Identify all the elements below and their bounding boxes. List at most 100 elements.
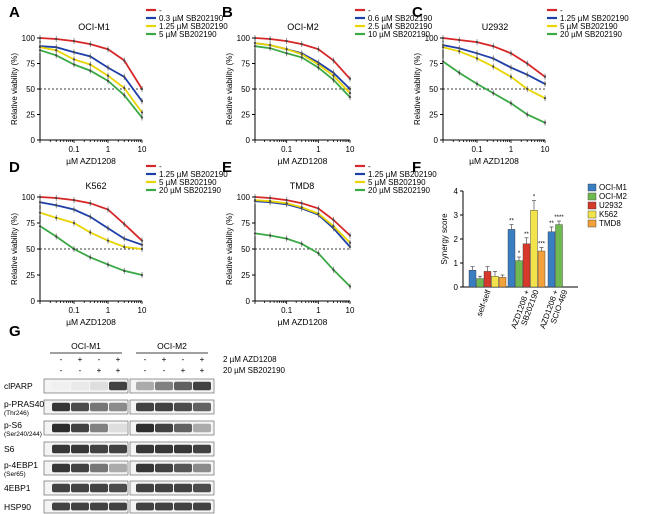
significance-stars: **	[549, 221, 554, 227]
chart-title: OCI-M1	[78, 22, 110, 32]
y-axis-label: Relative viability (%)	[225, 53, 234, 125]
data-point	[38, 49, 42, 52]
blot-band	[155, 444, 173, 454]
data-point	[253, 199, 257, 202]
data-point	[253, 45, 257, 48]
legend-label: 20 µM SB202190	[159, 186, 222, 195]
data-point	[140, 111, 144, 114]
blot-band	[90, 402, 108, 412]
legend-label: 5 µM SB202190	[560, 22, 618, 31]
blot-frame	[43, 378, 129, 394]
data-point	[38, 211, 42, 214]
data-point	[38, 46, 42, 49]
significance-stars: ****	[554, 215, 564, 221]
data-point	[106, 66, 110, 69]
x-tick-label: 1	[106, 145, 111, 154]
y-tick-label: 100	[22, 193, 36, 202]
x-tick-label: 0.1	[68, 306, 80, 315]
legend-label: 20 µM SB202190	[560, 30, 623, 39]
blot-band	[52, 382, 70, 390]
data-point	[458, 71, 461, 74]
treatment-label: 2 µM AZD1208	[223, 355, 277, 364]
data-point	[89, 63, 92, 66]
data-point	[140, 243, 144, 246]
panel-label: B	[222, 4, 233, 21]
data-point	[543, 82, 547, 85]
legend-swatch	[587, 201, 597, 210]
blot-band	[155, 502, 173, 511]
data-point	[55, 54, 58, 57]
data-point	[89, 43, 92, 46]
chart-title: TMD8	[290, 181, 315, 191]
data-point	[89, 215, 92, 218]
data-point	[106, 208, 110, 211]
series-line-0	[442, 37, 546, 78]
blot-band	[52, 463, 70, 473]
legend-label: 5 µM SB202190	[368, 178, 426, 187]
y-tick-label: 75	[26, 219, 35, 228]
group-label: self-self	[475, 288, 493, 318]
cell-line-label: OCI-M1	[71, 341, 101, 351]
data-point	[317, 207, 320, 210]
blot-band	[71, 423, 89, 433]
blot-band	[193, 483, 211, 493]
data-point	[72, 247, 76, 251]
data-point	[72, 39, 76, 43]
data-point	[332, 218, 335, 221]
legend-label: TMD8	[599, 219, 621, 228]
y-tick-label: 50	[26, 245, 35, 254]
panel-a: A OCI-M1 0 25 50 75 100 0.1 1 10 µM AZD1208 Relativ…	[9, 4, 228, 166]
panel-label: F	[412, 159, 421, 176]
data-point	[140, 87, 144, 91]
data-point	[332, 78, 335, 81]
panel-label: D	[9, 159, 20, 176]
x-tick-label: 10	[346, 306, 355, 315]
legend-label: U2932	[599, 201, 623, 210]
treatment-sign: -	[60, 366, 63, 375]
bar	[468, 270, 477, 288]
legend-label: K562	[599, 210, 618, 219]
blot-band	[155, 402, 173, 412]
blot-label: p-PRAS40	[4, 399, 44, 409]
x-tick-label: 1	[316, 145, 321, 154]
data-point	[300, 202, 303, 205]
y-tick-label: 25	[429, 111, 438, 120]
blot-band	[109, 444, 127, 454]
data-point	[332, 268, 335, 271]
data-point	[123, 269, 126, 272]
data-point	[123, 237, 126, 240]
bar	[483, 271, 492, 288]
panel-d: D K562 0 25 50 75 100 0.1 1 10 µM AZD1208 Relative …	[9, 159, 228, 327]
blot-band	[90, 483, 108, 493]
chart-title: K562	[85, 181, 106, 191]
data-point	[140, 273, 144, 277]
data-point	[89, 202, 92, 205]
legend-label: -	[368, 6, 371, 15]
blot-band	[71, 463, 89, 473]
y-tick-label: 0	[454, 283, 459, 292]
panel-g: G OCI-M1 OCI-M2 - + - + - + - +2 µM AZD1208 - - + + - - +…	[4, 323, 286, 514]
y-axis-label: Relative viability (%)	[10, 213, 19, 285]
treatment-sign: +	[78, 355, 83, 364]
cell-line-label: OCI-M2	[157, 341, 187, 351]
treatment-sign: +	[97, 366, 102, 375]
data-point	[269, 37, 272, 41]
data-point	[285, 48, 288, 51]
data-point	[348, 234, 352, 237]
blot-band	[193, 423, 211, 433]
data-point	[509, 102, 513, 105]
data-point	[106, 263, 110, 266]
blot-band	[174, 463, 192, 473]
data-point	[317, 252, 320, 255]
data-point	[285, 237, 288, 240]
blot-band	[136, 381, 154, 391]
data-point	[526, 62, 529, 65]
blot-band	[52, 444, 70, 454]
blot-band	[136, 483, 154, 493]
data-point	[72, 208, 76, 211]
data-point	[253, 42, 257, 45]
data-point	[285, 52, 288, 55]
data-point	[348, 245, 352, 249]
data-point	[285, 199, 288, 202]
